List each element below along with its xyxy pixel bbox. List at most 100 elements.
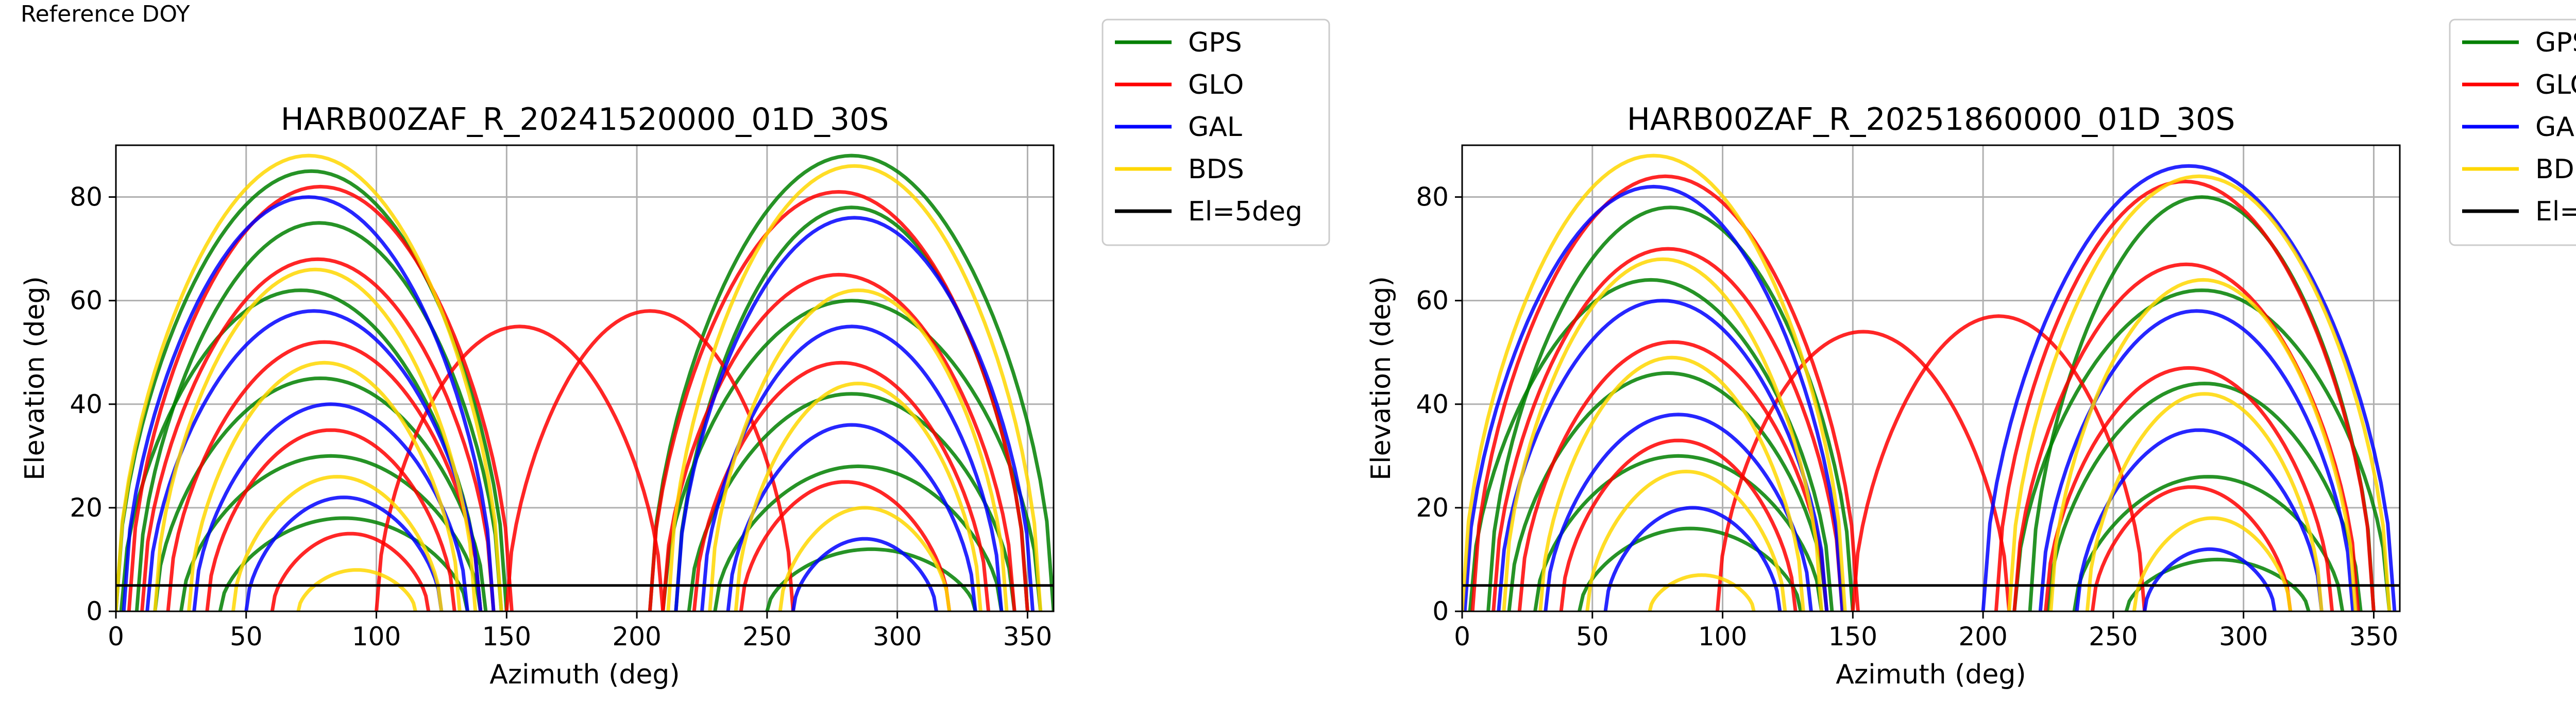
track-gps bbox=[153, 376, 488, 611]
track-gal bbox=[1544, 413, 1813, 611]
chart-panel-2: 0 50 100 150 200 250 300 350 0 20 40 60 80 HARB00ZAF_… bbox=[1366, 19, 2576, 690]
track-glo bbox=[270, 532, 431, 611]
track-bds bbox=[778, 506, 952, 611]
track-gps bbox=[218, 516, 469, 611]
track-glo bbox=[739, 480, 952, 611]
track-gps bbox=[1486, 205, 1855, 611]
track-gal bbox=[1603, 506, 1782, 611]
track-gps bbox=[2012, 288, 2392, 611]
track-gal bbox=[791, 537, 938, 611]
track-gps bbox=[661, 299, 1043, 611]
track-gps bbox=[2046, 382, 2363, 611]
track-glo bbox=[166, 340, 483, 611]
track-bds bbox=[1538, 355, 1805, 611]
track-glo bbox=[140, 257, 496, 611]
legend: GPS GLO GAL BDS El=5deg bbox=[2449, 19, 2576, 246]
track-bds bbox=[187, 361, 462, 611]
track-gal bbox=[1497, 299, 1829, 611]
x-tick-label: 200 bbox=[612, 622, 661, 652]
track-gal bbox=[1981, 164, 2397, 611]
track-gps bbox=[119, 288, 483, 611]
y-tick-label: 0 bbox=[1432, 596, 1449, 626]
track-glo bbox=[1994, 179, 2376, 611]
legend-label: El=5deg bbox=[2535, 196, 2576, 227]
y-tick-label: 20 bbox=[70, 493, 103, 523]
track-glo bbox=[504, 309, 795, 611]
track-gps bbox=[1533, 454, 1824, 611]
track-bds bbox=[1585, 469, 1787, 611]
track-gal bbox=[122, 195, 496, 611]
track-glo bbox=[205, 428, 456, 611]
x-tick-label: 350 bbox=[1003, 622, 1052, 652]
x-tick-label: 0 bbox=[108, 622, 124, 652]
x-axis-label: Azimuth (deg) bbox=[489, 659, 680, 690]
y-axis-label: Elevation (deg) bbox=[20, 276, 50, 481]
track-bds bbox=[2085, 392, 2324, 611]
chart-panel-1: 0 50 100 150 200 250 300 350 0 20 40 60 80 HARB00ZAF_… bbox=[20, 19, 1330, 690]
track-glo bbox=[127, 184, 514, 611]
track-glo bbox=[1492, 247, 1844, 611]
legend: GPS GLO GAL BDS El=5deg bbox=[1101, 19, 1330, 246]
x-tick-label: 350 bbox=[2349, 622, 2398, 652]
track-bds bbox=[1502, 257, 1824, 611]
legend-box bbox=[1101, 19, 1330, 246]
y-tick-label: 80 bbox=[1416, 182, 1449, 212]
track-bds bbox=[734, 382, 982, 611]
x-tick-label: 250 bbox=[2089, 622, 2138, 652]
x-tick-label: 100 bbox=[1698, 622, 1747, 652]
legend-label: GAL bbox=[1188, 112, 1242, 143]
track-glo bbox=[1715, 330, 2011, 611]
legend-label: GPS bbox=[2535, 27, 2576, 58]
track-glo bbox=[375, 324, 665, 611]
track-gal bbox=[726, 423, 977, 611]
tracks-group bbox=[1462, 153, 2397, 611]
track-bds bbox=[2049, 278, 2358, 611]
track-gps bbox=[648, 153, 1054, 611]
track-glo bbox=[2043, 366, 2334, 611]
track-glo bbox=[1851, 314, 2147, 611]
track-gps bbox=[687, 392, 1016, 611]
x-tick-label: 50 bbox=[230, 622, 263, 652]
track-bds bbox=[2132, 516, 2293, 611]
y-tick-label: 80 bbox=[70, 182, 103, 212]
x-tick-label: 300 bbox=[873, 622, 922, 652]
x-tick-label: 150 bbox=[482, 622, 531, 652]
track-bds bbox=[2007, 174, 2392, 611]
x-tick-label: 150 bbox=[1828, 622, 1877, 652]
track-gal bbox=[145, 309, 483, 611]
track-gal bbox=[674, 216, 1035, 611]
legend-label: GPS bbox=[1188, 27, 1242, 58]
y-tick-label: 20 bbox=[1416, 493, 1449, 523]
track-gps bbox=[179, 454, 483, 611]
axes-frame bbox=[115, 144, 1055, 612]
x-tick-label: 50 bbox=[1576, 622, 1609, 652]
y-tick-label: 40 bbox=[70, 389, 103, 419]
track-gps bbox=[1507, 371, 1829, 611]
track-glo bbox=[1559, 438, 1798, 611]
axes-frame bbox=[1461, 144, 2401, 612]
legend-label: BDS bbox=[2535, 154, 2576, 185]
track-bds bbox=[116, 153, 503, 611]
track-bds bbox=[666, 164, 1043, 611]
legend-label: BDS bbox=[1188, 154, 1244, 185]
legend-label: GAL bbox=[2535, 112, 2576, 143]
x-tick-label: 0 bbox=[1454, 622, 1470, 652]
legend-label: GLO bbox=[2535, 70, 2576, 100]
track-bds bbox=[296, 568, 417, 611]
track-glo bbox=[2090, 485, 2293, 611]
track-glo bbox=[1470, 174, 1860, 611]
figure-top-label: Reference DOY bbox=[21, 1, 190, 27]
y-tick-label: 40 bbox=[1416, 389, 1449, 419]
x-tick-label: 250 bbox=[742, 622, 791, 652]
x-tick-label: 300 bbox=[2219, 622, 2268, 652]
y-tick-label: 0 bbox=[86, 596, 103, 626]
track-gal bbox=[192, 402, 469, 611]
track-gps bbox=[1578, 526, 1803, 611]
track-bds bbox=[708, 288, 1009, 611]
legend-label: GLO bbox=[1188, 70, 1244, 100]
x-tick-label: 100 bbox=[352, 622, 401, 652]
track-bds bbox=[153, 267, 478, 611]
track-glo bbox=[692, 361, 991, 611]
y-axis-label: Elevation (deg) bbox=[1366, 276, 1397, 481]
